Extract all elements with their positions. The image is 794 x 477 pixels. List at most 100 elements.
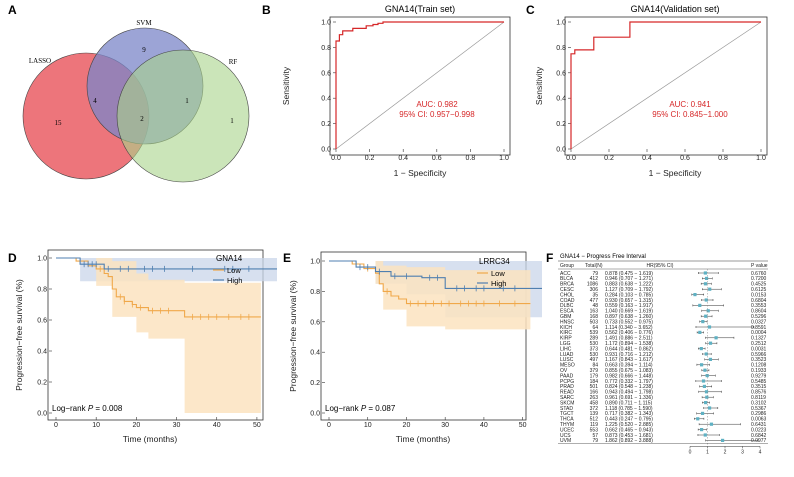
forest-row-p: 0.6125 xyxy=(751,287,767,293)
panel-b-ylabel: Sensitivity xyxy=(281,66,291,105)
forest-row-point xyxy=(703,271,707,275)
panel-f-letter: F xyxy=(546,251,553,265)
panel-c-roc-curve xyxy=(570,21,761,149)
forest-row-point xyxy=(699,347,703,351)
panel-d-xlabel: Time (months) xyxy=(123,434,178,444)
forest-row-p: 0.6431 xyxy=(751,422,767,428)
forest-row-p: 0.5966 xyxy=(751,352,767,358)
forest-axis-tick-label: 2 xyxy=(724,449,727,455)
rocB-ytick-label: 0.0 xyxy=(321,147,331,154)
panel-e-p-label: P xyxy=(361,404,367,413)
panel-d-km-gna14: D 0 10 20 30 40 50 0.0 0.2 0.4 0.6 0.8 1.0 GNA14 Lo… xyxy=(8,249,277,444)
panel-c-letter: C xyxy=(526,3,535,17)
kmE-xtick-label: 40 xyxy=(480,422,488,429)
forest-row: KIRC 539 0.562 (0.406 − 0.776) 0.0004 xyxy=(560,330,767,336)
panel-d-legend-title: GNA14 xyxy=(216,254,243,263)
forest-row-p: 0.0063 xyxy=(751,417,767,423)
panel-c-ylabel: Sensitivity xyxy=(534,66,544,105)
forest-row-group: LUAD xyxy=(560,352,574,358)
forest-row-p: 0.8119 xyxy=(751,395,766,401)
forest-row-p: 0.5296 xyxy=(751,314,767,320)
venn-count-svm-rf: 1 xyxy=(185,97,189,105)
forest-row-p: 0.0031 xyxy=(751,346,767,352)
panel-e-logrank: Log−rank P = 0.087 xyxy=(325,404,396,413)
panel-f-header-hr: HR(95% CI) xyxy=(647,263,674,269)
panel-d-p-label: P xyxy=(88,404,94,413)
forest-row-total: 79 xyxy=(592,271,598,277)
forest-row-total: 477 xyxy=(590,298,599,304)
forest-row-total: 458 xyxy=(590,400,599,406)
forest-row-p: 0.8591 xyxy=(751,325,767,331)
forest-row-total: 379 xyxy=(590,368,599,374)
rocB-xtick-label: 0.4 xyxy=(398,155,408,162)
forest-row-total: 168 xyxy=(590,314,599,320)
kmE-ytick-label: 0.8 xyxy=(310,289,320,296)
forest-row-group: SARC xyxy=(560,395,574,401)
forest-row-p: 0.0327 xyxy=(751,319,767,325)
forest-row-group: TGCT xyxy=(560,411,574,417)
forest-row-hr-text: 1.114 (0.340 − 3.652) xyxy=(605,325,653,331)
kmD-band-high xyxy=(56,258,277,282)
forest-row-total: 84 xyxy=(592,363,598,369)
forest-row-point xyxy=(698,330,702,334)
kmD-ytick-label: 0.0 xyxy=(37,411,47,418)
venn-rf-label: RF xyxy=(229,58,238,66)
forest-row-group: GBM xyxy=(560,314,571,320)
forest-row: READ 166 0.943 (0.494 − 1.798) 0.8576 xyxy=(560,390,767,396)
forest-row-total: 373 xyxy=(590,346,599,352)
forest-row-total: 553 xyxy=(590,427,599,433)
forest-row-total: 412 xyxy=(590,276,599,282)
kmD-xtick-label: 0 xyxy=(54,422,58,429)
panel-e-letter: E xyxy=(283,251,291,265)
forest-row-total: 179 xyxy=(590,373,599,379)
forest-row: OV 379 0.855 (0.675 − 1.083) 0.1933 xyxy=(560,368,767,374)
forest-row: GBM 168 0.897 (0.638 − 1.260) 0.5296 xyxy=(560,314,767,320)
forest-row: PCPG 184 0.772 (0.332 − 1.797) 0.5485 xyxy=(560,379,767,385)
forest-row-p: 0.2512 xyxy=(751,341,767,347)
forest-row-group: HNSC xyxy=(560,319,575,325)
forest-row-p: 0.0153 xyxy=(751,292,767,298)
forest-row-group: KICH xyxy=(560,325,572,331)
forest-row-p: 0.2986 xyxy=(751,411,767,417)
forest-row-hr-text: 1.862 (0.892 − 3.888) xyxy=(605,438,653,444)
forest-row: SARC 263 0.961 (0.691 − 1.336) 0.8119 xyxy=(560,395,766,401)
forest-row: PRAD 501 0.824 (0.548 − 1.238) 0.3515 xyxy=(560,384,767,390)
panel-a-venn: A LASSO SVM RF 15 9 1 4 1 2 xyxy=(8,3,250,183)
forest-row-p: 0.5485 xyxy=(751,379,767,385)
forest-row-p: 0.3515 xyxy=(751,384,767,390)
forest-row-total: 35 xyxy=(592,292,598,298)
forest-row-hr-text: 0.644 (0.481 − 0.862) xyxy=(605,346,653,352)
kmE-xtick-label: 10 xyxy=(364,422,372,429)
forest-row-p: 0.1327 xyxy=(751,336,767,342)
forest-row-p: 0.0977 xyxy=(751,438,767,444)
rocC-ytick-label: 0.4 xyxy=(556,96,566,103)
forest-row-point xyxy=(704,276,709,280)
forest-row: LIHC 373 0.644 (0.481 − 0.862) 0.0031 xyxy=(560,346,767,352)
forest-row: COAD 477 0.930 (0.657 − 1.315) 0.6804 xyxy=(560,298,767,304)
forest-row: ESCA 163 1.040 (0.669 − 1.619) 0.8604 xyxy=(560,309,767,315)
panel-b-diagonal xyxy=(335,21,505,150)
panel-f-rows: ACC 79 0.878 (0.475 − 1.619) 0.6760 BLCA 412 0… xyxy=(560,271,767,444)
panel-c-title: GNA14(Validation set) xyxy=(631,4,720,14)
forest-row-total: 503 xyxy=(590,319,599,325)
forest-row-p: 0.3102 xyxy=(751,400,767,406)
forest-row: ACC 79 0.878 (0.475 − 1.619) 0.6760 xyxy=(560,271,767,277)
forest-row-hr-text: 1.127 (0.709 − 1.792) xyxy=(605,287,653,293)
kmD-xtick-label: 30 xyxy=(173,422,181,429)
forest-row-p: 0.7200 xyxy=(751,276,767,282)
kmE-xtick-label: 50 xyxy=(519,422,527,429)
forest-row-total: 289 xyxy=(590,336,599,342)
rocB-xtick-label: 1.0 xyxy=(499,155,509,162)
rocC-ytick-label: 0.2 xyxy=(556,121,566,128)
kmD-line-low xyxy=(56,257,261,318)
forest-row-total: 372 xyxy=(590,406,599,412)
rocB-ytick-label: 0.4 xyxy=(321,96,331,103)
panel-a-letter: A xyxy=(8,3,17,17)
panel-d-legend-low: Low xyxy=(227,266,241,275)
forest-row-hr-text: 0.559 (0.163 − 1.917) xyxy=(605,303,653,309)
forest-row-hr-text: 0.883 (0.638 − 1.222) xyxy=(605,282,653,288)
forest-row-group: MESO xyxy=(560,363,575,369)
forest-row-p: 0.6760 xyxy=(751,271,767,277)
forest-row-hr-text: 0.961 (0.691 − 1.336) xyxy=(605,395,653,401)
